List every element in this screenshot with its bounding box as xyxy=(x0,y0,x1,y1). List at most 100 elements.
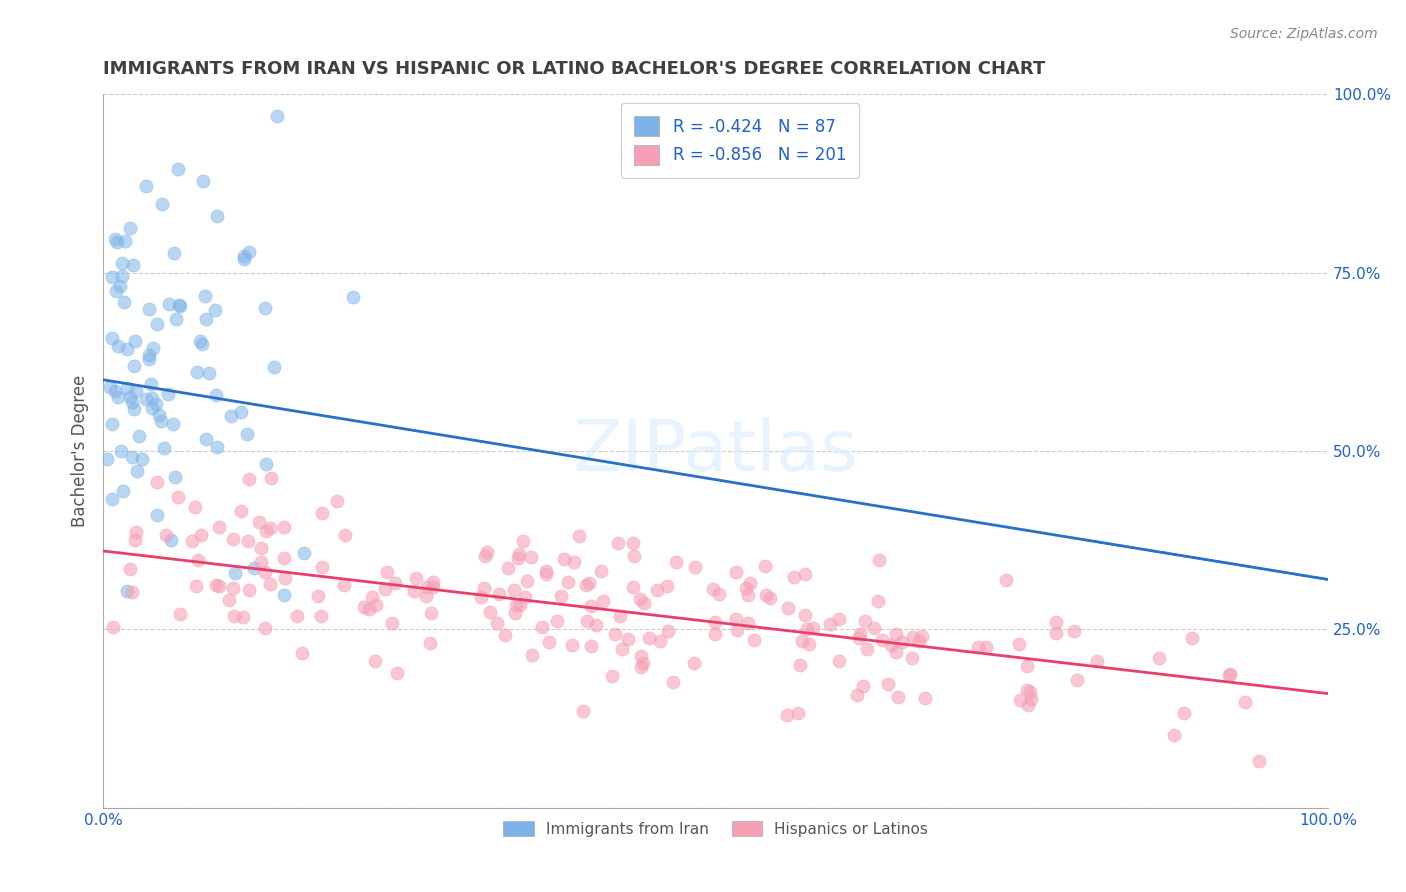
Point xyxy=(496,561,519,575)
Point xyxy=(145,397,167,411)
Point xyxy=(156,386,179,401)
Point xyxy=(415,589,437,603)
Point xyxy=(291,647,314,661)
Point xyxy=(486,616,509,631)
Point xyxy=(159,297,181,311)
Point xyxy=(553,552,575,566)
Y-axis label: Bachelor's Degree: Bachelor's Degree xyxy=(72,375,89,527)
Text: IMMIGRANTS FROM IRAN VS HISPANIC OR LATINO BACHELOR'S DEGREE CORRELATION CHART: IMMIGRANTS FROM IRAN VS HISPANIC OR LATI… xyxy=(103,60,1046,78)
Point xyxy=(994,573,1017,587)
Point xyxy=(740,576,762,591)
Point xyxy=(138,302,160,317)
Point xyxy=(117,342,139,356)
Point xyxy=(665,555,688,569)
Point xyxy=(135,179,157,194)
Point xyxy=(655,579,678,593)
Point xyxy=(557,575,579,590)
Point xyxy=(121,585,143,599)
Point xyxy=(101,269,124,284)
Text: Source: ZipAtlas.com: Source: ZipAtlas.com xyxy=(1230,27,1378,41)
Point xyxy=(127,464,149,478)
Point xyxy=(111,256,134,270)
Point xyxy=(603,626,626,640)
Point xyxy=(224,608,246,623)
Point xyxy=(725,612,748,626)
Point xyxy=(546,615,568,629)
Point xyxy=(259,520,281,534)
Point xyxy=(333,528,356,542)
Point xyxy=(260,471,283,485)
Point xyxy=(259,576,281,591)
Point xyxy=(121,450,143,465)
Point xyxy=(884,644,907,658)
Point xyxy=(1063,624,1085,639)
Point xyxy=(623,549,645,564)
Point xyxy=(880,638,903,652)
Point xyxy=(657,624,679,638)
Point xyxy=(384,576,406,591)
Point xyxy=(782,570,804,584)
Point xyxy=(550,589,572,603)
Point xyxy=(402,583,425,598)
Point xyxy=(797,637,820,651)
Point xyxy=(162,417,184,431)
Point xyxy=(101,492,124,507)
Point xyxy=(793,608,815,623)
Point xyxy=(120,390,142,404)
Point xyxy=(188,334,211,349)
Point xyxy=(195,433,218,447)
Point xyxy=(232,610,254,624)
Point xyxy=(534,566,557,581)
Point xyxy=(790,633,813,648)
Point xyxy=(682,656,704,670)
Point xyxy=(205,209,228,223)
Text: ZIPatlas: ZIPatlas xyxy=(572,417,859,485)
Point xyxy=(868,593,890,607)
Point xyxy=(754,559,776,574)
Point xyxy=(222,581,245,595)
Point xyxy=(754,588,776,602)
Point xyxy=(1219,667,1241,681)
Point xyxy=(205,440,228,454)
Point xyxy=(966,640,988,655)
Point xyxy=(273,520,295,534)
Point xyxy=(503,583,526,598)
Point xyxy=(509,598,531,612)
Point xyxy=(562,555,585,569)
Point xyxy=(204,578,226,592)
Point xyxy=(470,590,492,604)
Point xyxy=(114,235,136,249)
Point xyxy=(124,533,146,548)
Point xyxy=(292,546,315,560)
Point xyxy=(186,579,208,593)
Point xyxy=(104,384,127,399)
Point xyxy=(180,533,202,548)
Point xyxy=(704,627,727,641)
Point xyxy=(229,405,252,419)
Point xyxy=(219,409,242,424)
Point xyxy=(478,605,501,619)
Point xyxy=(1045,615,1067,630)
Point xyxy=(118,220,141,235)
Point xyxy=(856,642,879,657)
Point xyxy=(520,648,543,662)
Point xyxy=(1234,695,1257,709)
Point xyxy=(575,577,598,591)
Point xyxy=(124,384,146,399)
Point xyxy=(578,575,600,590)
Point xyxy=(911,630,934,644)
Point xyxy=(165,311,187,326)
Point xyxy=(238,471,260,485)
Point xyxy=(683,559,706,574)
Point xyxy=(908,634,931,648)
Point xyxy=(737,588,759,602)
Point xyxy=(520,550,543,565)
Point xyxy=(124,334,146,349)
Point xyxy=(208,579,231,593)
Point xyxy=(628,592,651,607)
Point xyxy=(184,500,207,514)
Point xyxy=(247,515,270,529)
Point xyxy=(152,197,174,211)
Point xyxy=(561,638,583,652)
Point xyxy=(120,562,142,576)
